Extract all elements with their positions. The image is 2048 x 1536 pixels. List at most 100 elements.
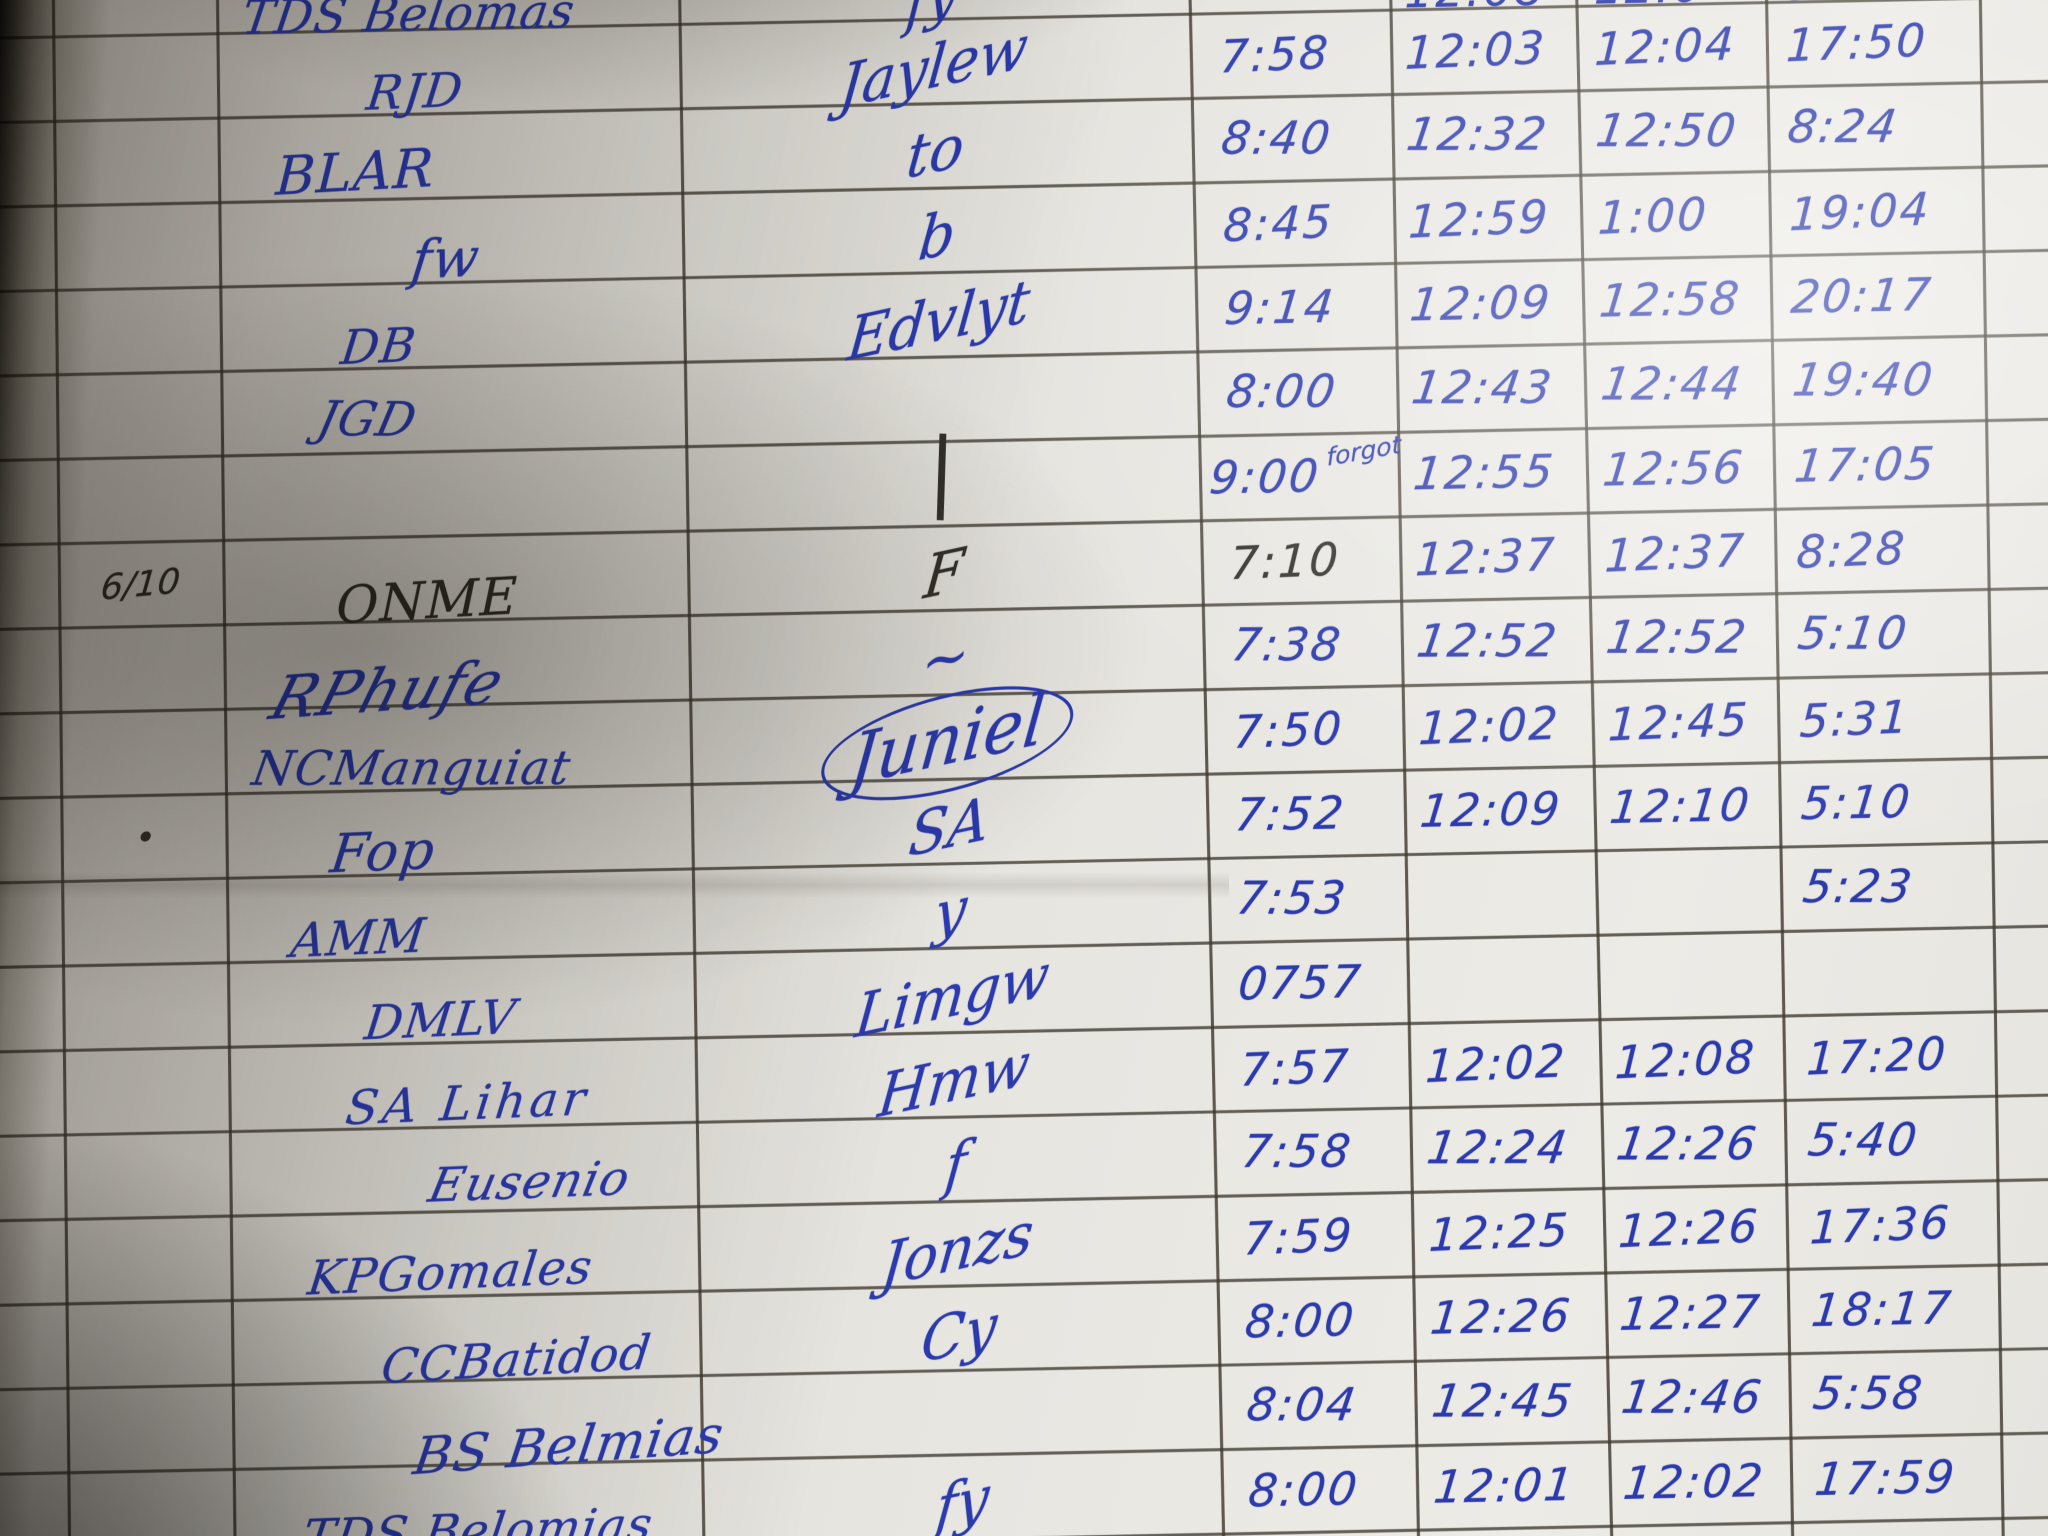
time-out-pm: 17:50	[1784, 14, 1929, 73]
signature-scribble: fy	[932, 1462, 993, 1536]
time-out-noon: 12:02	[1424, 1035, 1568, 1094]
time-out-pm: 18:17	[1808, 1281, 1956, 1338]
time-in-noon: 12:04	[1593, 17, 1737, 77]
time-in-am: 8:45	[1192, 178, 1423, 269]
time-out-pm: 5:10	[1798, 775, 1915, 831]
time-in-noon	[1593, 933, 1803, 1019]
time-out-noon: 12:03	[1403, 21, 1548, 81]
signature-scribble: SA	[905, 784, 993, 872]
signature-scribble: ~	[918, 618, 973, 699]
time-in-noon: 12:56	[1600, 441, 1747, 497]
signature-scribble: f	[941, 1128, 970, 1203]
time-value: 8:00	[1242, 1293, 1358, 1349]
time-out-noon	[1403, 936, 1617, 1022]
time-value: 7:59	[1242, 1208, 1355, 1267]
time-out-noon	[1400, 854, 1617, 936]
margin-date-note: •	[133, 816, 158, 860]
time-out-noon: 12:26	[1427, 1289, 1575, 1346]
time-out-pm: 20:17	[1788, 268, 1935, 325]
signature-scribble: b	[915, 197, 959, 276]
time-value: 7:52	[1232, 787, 1348, 843]
time-in-am: 7:50	[1203, 684, 1434, 775]
time-out-noon: 12:55	[1411, 445, 1558, 501]
margin-date-note	[64, 959, 233, 1055]
margin-date-note	[51, 283, 220, 379]
time-out-noon: 12:09	[1407, 276, 1554, 332]
margin-date-note	[70, 1212, 239, 1308]
signature-scribble: y	[931, 873, 971, 951]
time-in-noon: 1:00	[1596, 188, 1710, 246]
time-out-noon: 12:32	[1403, 108, 1552, 162]
time-out-pm: 5:31	[1798, 691, 1912, 749]
time-out-pm: 17:20	[1805, 1027, 1949, 1087]
time-value: 7:50	[1232, 702, 1345, 760]
time-in-noon: 12:44	[1598, 357, 1746, 411]
margin-date-note	[58, 621, 227, 717]
time-out-pm	[1778, 928, 2021, 1014]
margin-date-note	[48, 114, 217, 210]
time-out-pm: 17:05	[1792, 437, 1939, 493]
time-in-am: 9:00 forgot	[1195, 430, 1411, 520]
time-in-am: 7:10	[1199, 515, 1430, 606]
time-value: 0757	[1235, 955, 1365, 1011]
time-in-noon: 12:37	[1603, 524, 1748, 583]
time-out-noon: 12:59	[1407, 190, 1551, 250]
time-out-noon: 12:45	[1428, 1374, 1577, 1428]
time-out-noon: 12:09	[1417, 782, 1565, 839]
time-in-noon: 12:10	[1607, 779, 1754, 835]
time-in-am: 7:59	[1213, 1191, 1444, 1282]
time-value: 8:45	[1221, 195, 1335, 253]
margin-date-note: 6/10	[99, 560, 182, 609]
time-in-noon: 12:02	[1620, 1454, 1768, 1511]
time-value: 8:00	[1223, 365, 1341, 419]
time-out-noon: 12:43	[1408, 361, 1557, 415]
time-out-pm: 5:10	[1794, 607, 1912, 661]
time-value: 7:58	[1218, 26, 1332, 84]
time-out-noon: 12:01	[1431, 1458, 1578, 1514]
time-value: 8:04	[1243, 1378, 1361, 1432]
time-value: 7:38	[1228, 618, 1346, 672]
margin-date-note	[59, 705, 228, 801]
time-value: 8:40	[1218, 112, 1336, 166]
margin-date-note	[68, 1128, 237, 1224]
time-value: 7:57	[1238, 1040, 1352, 1098]
time-in-noon: 12:45	[1606, 693, 1751, 752]
time-out-pm: 8:24	[1784, 100, 1902, 154]
signature-scribble: F	[920, 535, 968, 614]
time-out-pm: 8:28	[1795, 522, 1908, 580]
time-out-pm: 5:40	[1804, 1113, 1922, 1167]
time-out-pm: 19:40	[1789, 353, 1938, 407]
time-out-pm: 5:23	[1799, 860, 1917, 914]
time-out-pm: 19:04	[1788, 183, 1932, 242]
margin-date-note	[53, 368, 222, 464]
time-in-noon: 12:08	[1613, 1031, 1758, 1090]
margin-date-note	[63, 874, 232, 970]
time-value: 7:58	[1238, 1125, 1356, 1179]
time-in-noon: 12:52	[1603, 611, 1751, 665]
time-in-noon: 12:26	[1613, 1117, 1762, 1171]
time-out-noon: 12:37	[1414, 528, 1558, 587]
time-out-pm: 5:58	[1809, 1367, 1927, 1421]
time-in-noon	[1590, 850, 1803, 932]
signature-scribble: to	[903, 111, 968, 194]
time-in-am: 7:57	[1209, 1022, 1440, 1113]
margin-date-note	[73, 1381, 242, 1477]
margin-date-note	[66, 1043, 235, 1139]
time-out-noon: 12:24	[1423, 1121, 1572, 1175]
time-in-noon: 12:26	[1617, 1200, 1761, 1259]
time-in-noon: 12:46	[1618, 1371, 1767, 1425]
signature-scribble: Cy	[918, 1291, 1001, 1378]
time-value: 7:53	[1233, 872, 1351, 926]
time-out-pm: 17:36	[1808, 1196, 1953, 1255]
time-value: 9:00	[1207, 449, 1323, 505]
signature-scribble: |	[925, 418, 958, 521]
margin-date-note	[75, 1465, 244, 1536]
time-in-noon: 12:58	[1597, 272, 1744, 328]
time-value: 8:00	[1245, 1462, 1362, 1518]
time-in-noon: 12:50	[1592, 104, 1741, 158]
time-out-noon: 12:52	[1413, 614, 1562, 669]
margin-date-note	[54, 452, 223, 548]
margin-date-note	[71, 1296, 240, 1392]
